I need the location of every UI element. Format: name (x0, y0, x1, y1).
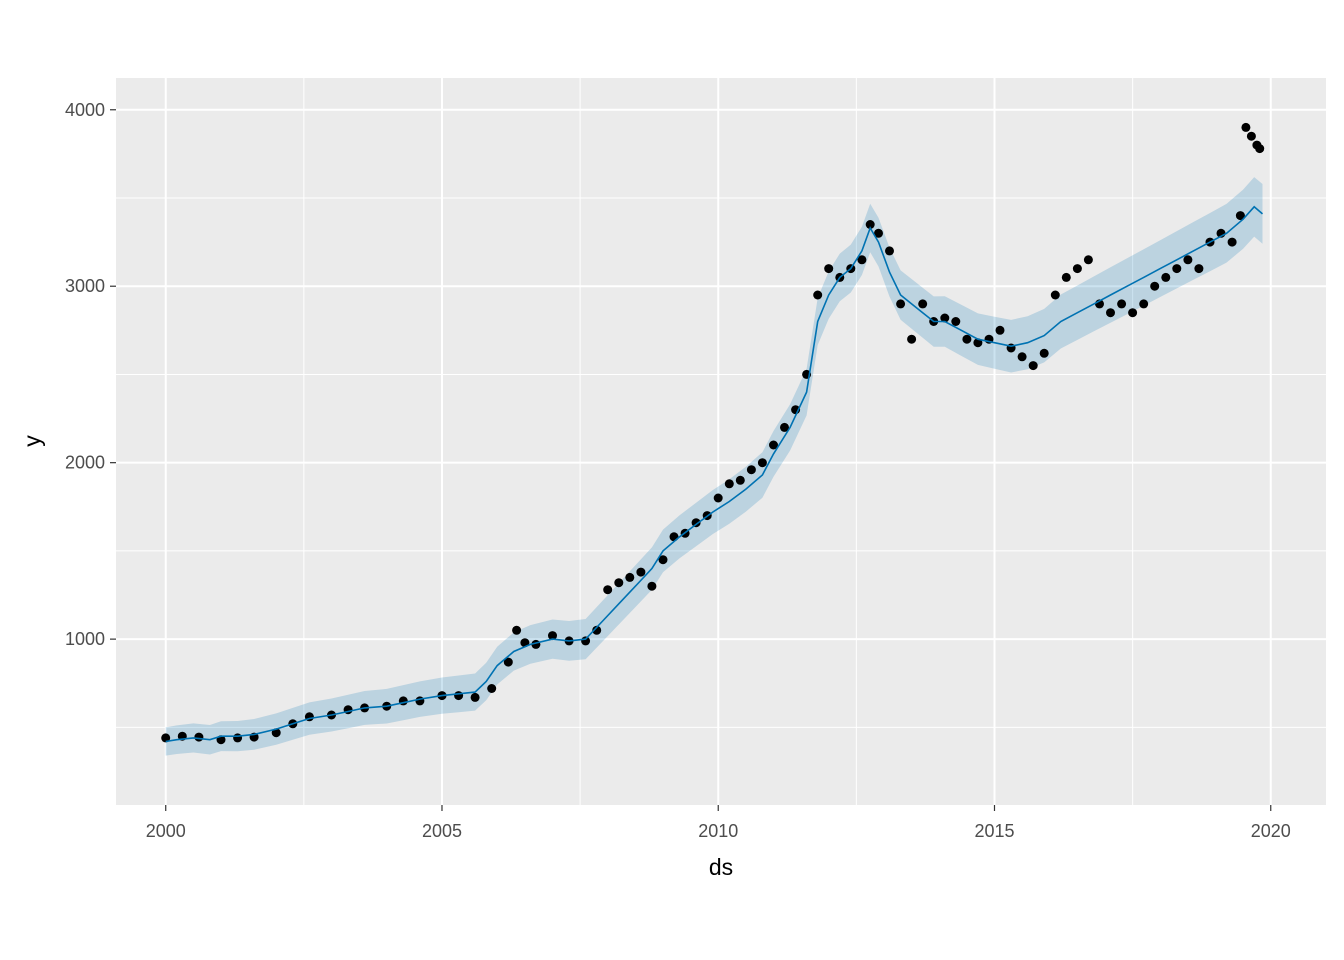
data-point (1106, 308, 1115, 318)
data-point (636, 567, 646, 577)
data-point (1117, 299, 1127, 309)
data-point (1241, 122, 1251, 132)
data-point (885, 246, 894, 256)
data-point (669, 532, 679, 542)
data-point (813, 290, 823, 300)
data-point (865, 220, 875, 229)
data-point (874, 228, 883, 238)
data-point (1139, 299, 1149, 309)
data-point (194, 732, 204, 742)
x-tick-label: 2005 (422, 821, 462, 841)
data-point (780, 422, 789, 432)
y-tick-label: 1000 (65, 629, 105, 649)
x-tick-label: 2015 (974, 821, 1014, 841)
data-point (1150, 281, 1160, 291)
uncertainty-interval (165, 177, 1263, 756)
x-tick-label: 2010 (698, 821, 738, 841)
data-point (746, 465, 756, 475)
data-point (824, 264, 834, 274)
data-point (1017, 352, 1027, 362)
data-point (918, 299, 928, 309)
data-point (647, 581, 657, 591)
data-point (592, 625, 602, 635)
data-point (1050, 290, 1060, 300)
data-point (161, 733, 171, 743)
minor-gridlines (116, 78, 1326, 805)
plot-panel (116, 78, 1326, 805)
data-point (1083, 255, 1093, 265)
data-point (735, 475, 745, 485)
data-point (1028, 361, 1038, 371)
data-point (691, 518, 701, 528)
data-point (907, 334, 917, 344)
data-point (769, 440, 778, 450)
data-point (625, 572, 635, 582)
data-point (1161, 272, 1171, 282)
data-point (454, 691, 464, 701)
data-point (995, 325, 1005, 335)
y-tick-label: 3000 (65, 276, 105, 296)
data-point (724, 479, 734, 489)
forecast-line (165, 205, 1264, 743)
data-point (581, 636, 591, 646)
data-point (512, 625, 522, 635)
data-point (757, 458, 767, 468)
data-point (415, 696, 425, 706)
data-point (503, 657, 513, 667)
major-gridlines (116, 78, 1326, 805)
data-point (1183, 255, 1193, 265)
data-point (857, 255, 867, 265)
data-point (1128, 308, 1138, 318)
data-point (1172, 264, 1182, 274)
data-point (1061, 272, 1071, 282)
x-tick-label: 2000 (146, 821, 186, 841)
data-point (951, 317, 961, 326)
data-point (1227, 237, 1237, 247)
data-point (713, 493, 723, 503)
data-point (1255, 144, 1265, 154)
data-point (1246, 131, 1256, 141)
data-point (1194, 264, 1204, 274)
data-point (233, 733, 243, 743)
data-point (940, 313, 950, 323)
data-point (548, 631, 557, 641)
data-point (487, 684, 497, 693)
data-point (470, 692, 480, 702)
data-point (658, 555, 668, 565)
data-point (614, 578, 624, 588)
data-point (603, 585, 613, 595)
axis-ticks: 2000 2005 2010 2015 2020 1000 2000 3000 4000 (65, 100, 1291, 841)
interval-band (165, 177, 1263, 756)
forecast-path (165, 205, 1264, 743)
data-point (1235, 211, 1245, 221)
y-tick-label: 4000 (65, 100, 105, 120)
data-point (896, 299, 906, 309)
data-point (1039, 348, 1049, 358)
x-axis-title: ds (709, 854, 733, 880)
data-point (1072, 264, 1082, 274)
y-tick-label: 2000 (65, 453, 105, 473)
y-axis-title: y (19, 435, 45, 447)
data-point (962, 334, 972, 344)
x-tick-label: 2020 (1251, 821, 1291, 841)
